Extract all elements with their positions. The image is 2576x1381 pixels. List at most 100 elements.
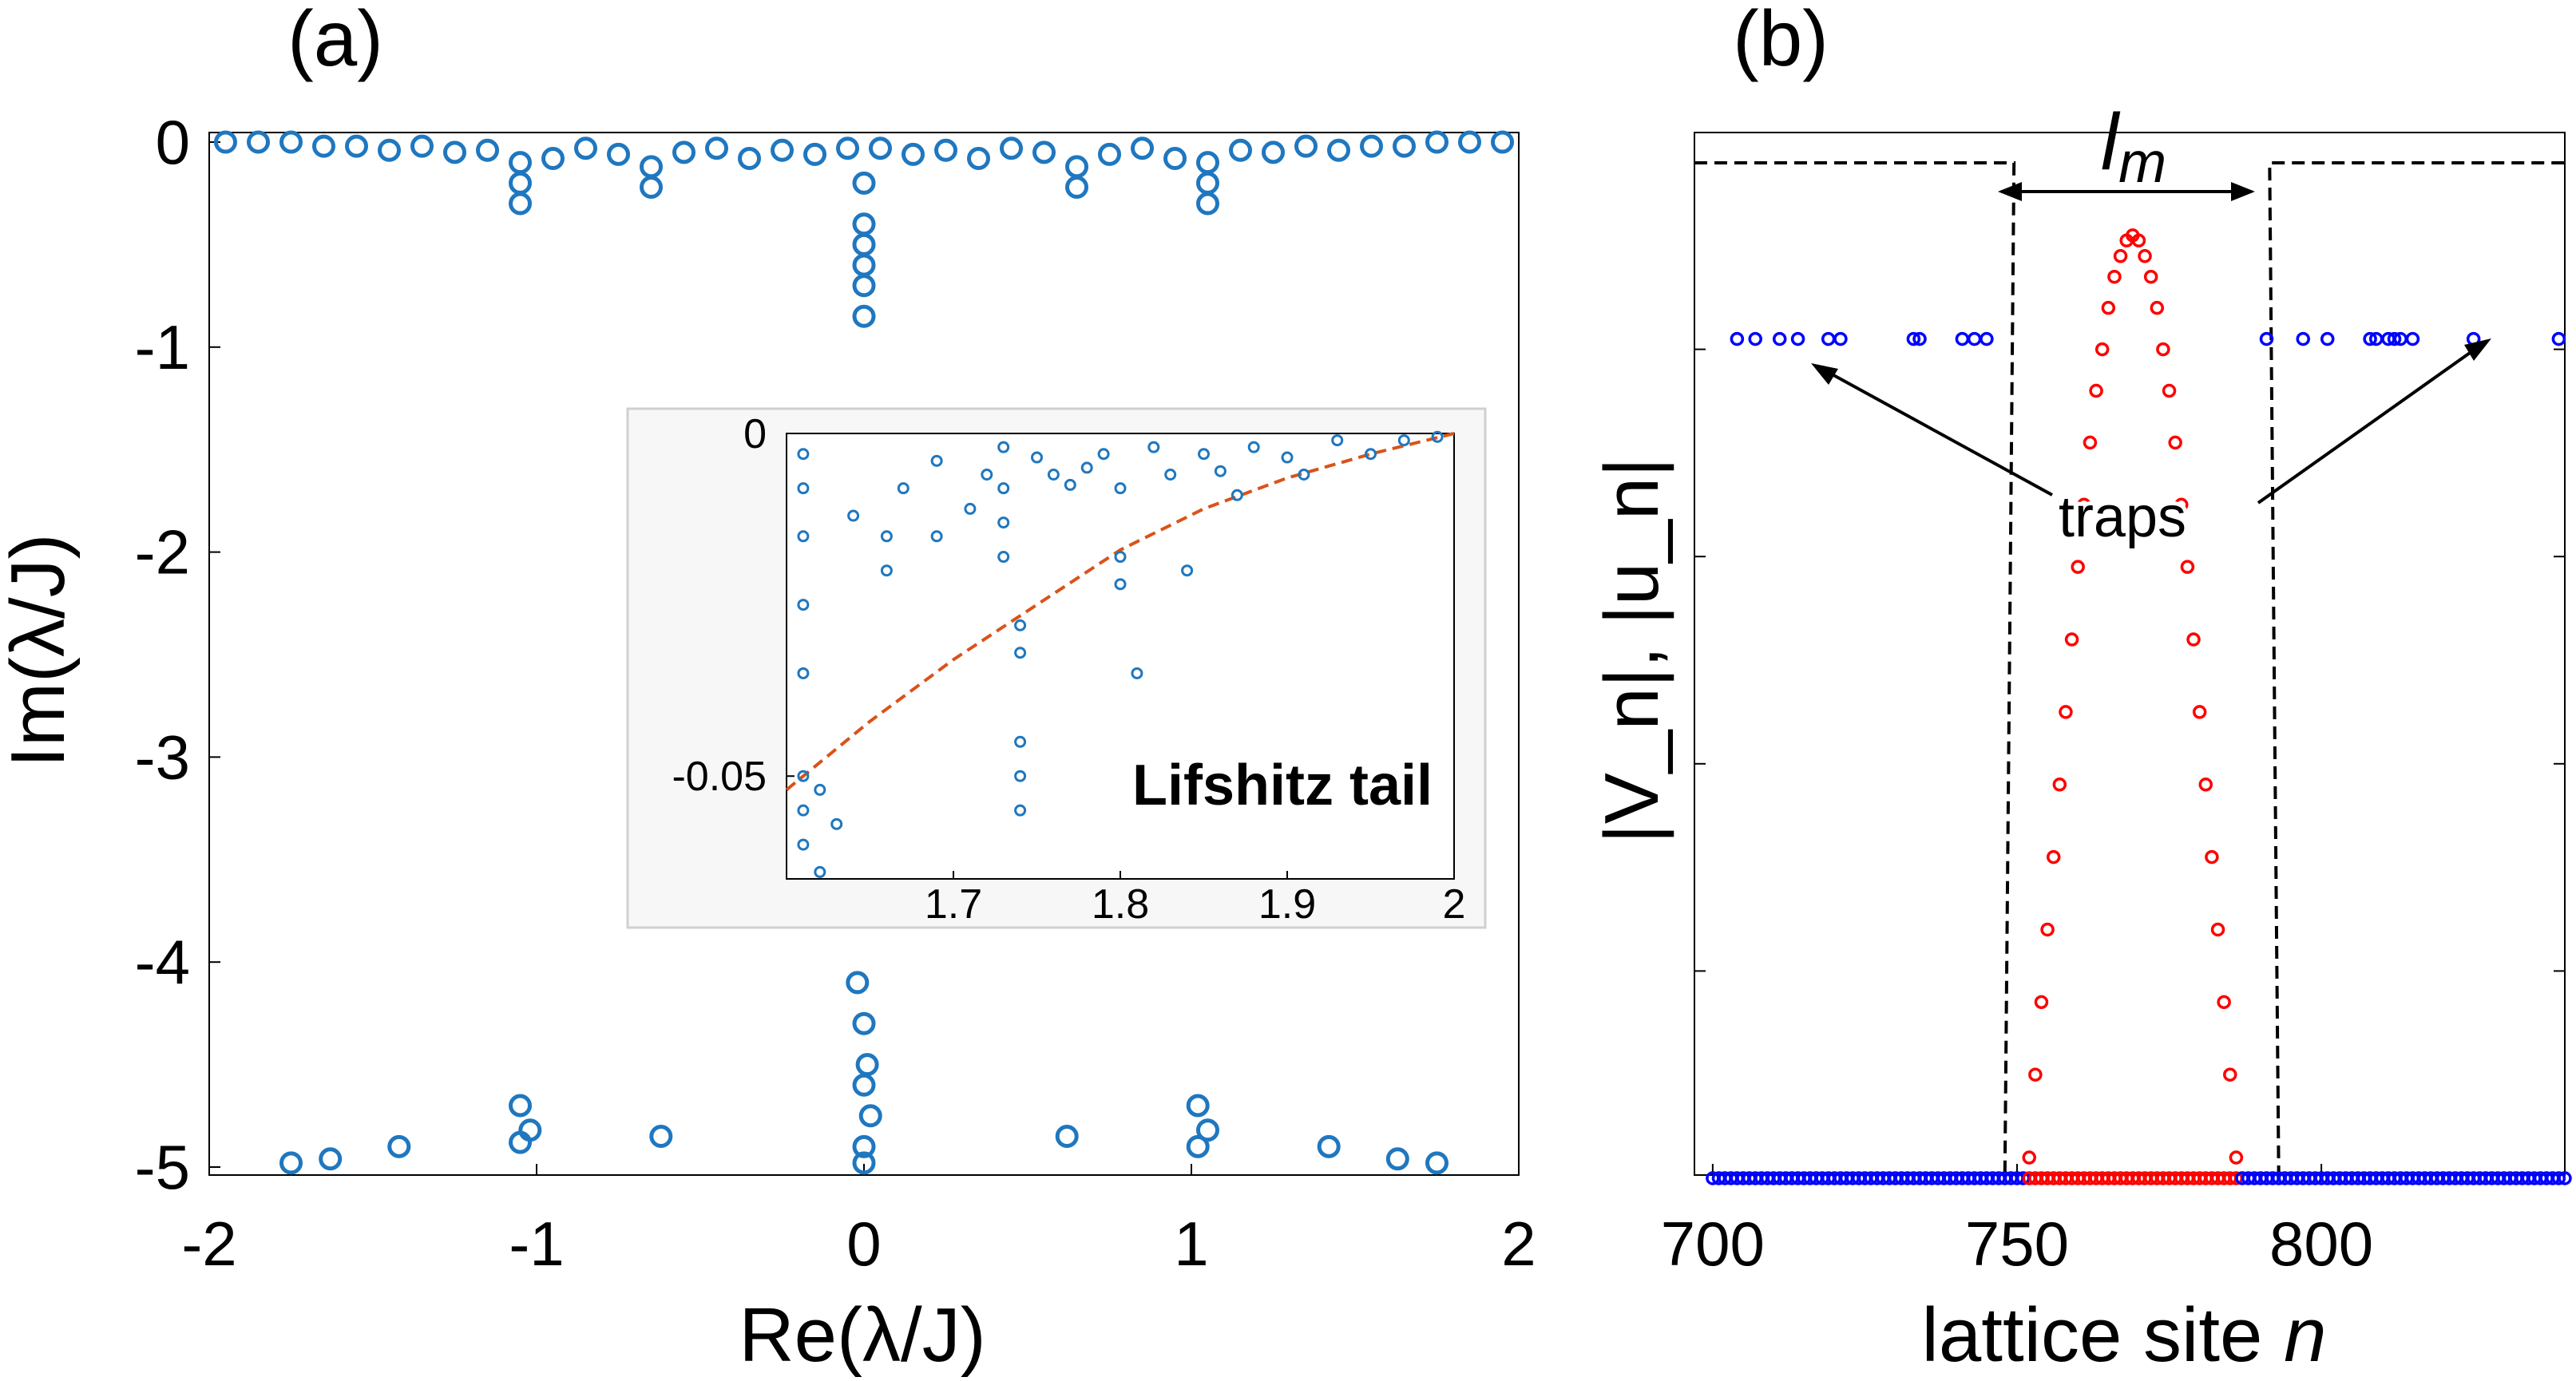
inset-point [1281,451,1294,464]
panel-b-point [1772,331,1787,346]
panel-a-label: (a) [287,0,383,82]
panel-a-point [1196,192,1219,216]
panel-b-potential [1694,160,2565,1179]
inset-point [880,564,893,577]
panel-b-point [2168,435,2182,450]
panel-b-point [2387,331,2402,346]
panel-b-point [1955,331,1970,346]
inset-point [1365,448,1377,461]
panel-b-xlabel: lattice site n [1922,1292,2327,1378]
inset-point [1298,469,1310,481]
panel-a-point [1163,147,1187,171]
panel-b-point [2296,331,2310,346]
panel-a-point [1032,140,1056,164]
panel-a-x-tick-label: -2 [181,1209,236,1279]
panel-b-point [2113,249,2128,263]
panel-b-point [2198,778,2213,792]
panel-a-point [279,1151,303,1175]
panel-a-point [640,155,663,179]
panel-b-point [1912,331,1927,346]
inset-point [1080,461,1093,474]
panel-a-point [1294,134,1318,158]
inset-point [797,838,810,851]
panel-a-point [934,138,957,162]
traps-label: traps [2059,485,2186,549]
panel-b-point [2143,269,2158,284]
lm-annotation: lm [1998,97,2255,201]
panel-a-point [1229,138,1252,162]
inset-point [847,509,860,522]
panel-a-point [852,171,876,195]
panel-a-point [1196,171,1219,195]
panel-a-point [247,130,270,154]
panel-a-point [1262,140,1285,164]
panel-b-point [2320,331,2335,346]
panel-a-point [852,274,876,298]
panel-a-point [852,232,876,256]
inset-point [830,817,843,830]
panel-a-y-tick-label: -5 [135,1132,190,1202]
panel-a-point [846,971,870,995]
traps-arrow-left [1818,366,2053,497]
panel-b-x-tick-label: 800 [2269,1209,2373,1279]
inset-point [1431,430,1444,443]
panel-b-label: (b) [1733,0,1829,82]
panel-a-point [640,175,663,199]
panel-b-point [2192,705,2207,719]
inset-point [1214,465,1227,477]
panel-b-point [1967,331,1982,346]
panel-b-baseline-point [2558,1171,2572,1185]
panel-a-point [1186,1094,1210,1118]
panel-b-point [2022,1150,2036,1165]
inset-x-tick-label: 1.9 [1258,881,1316,928]
panel-a-point [319,1147,343,1171]
panel-a-point [476,138,499,162]
inset-point [897,482,910,495]
inset-point [997,551,1010,564]
inset-annotation: Lifshitz tail [1132,754,1433,817]
panel-a-point [1425,1151,1449,1175]
traps-arrow-right-head [2464,338,2491,361]
inset-point [1047,469,1060,481]
panel-b-point [2186,632,2201,647]
panel-a-point [1327,138,1350,162]
panel-a-point [803,142,826,166]
inset-point [1014,804,1027,817]
panel-b-point [2034,995,2049,1010]
panel-a-point [902,142,925,166]
inset-point [997,516,1010,529]
panel-a-y-tick-label: -2 [135,517,190,588]
panel-a-ylabel: Im(λ/J) [0,533,81,767]
panel-a-point [705,137,728,160]
panel-b-point [2046,849,2061,865]
panel-b-point [2405,331,2420,346]
panel-b-point [2138,249,2152,263]
panel-a-point [1065,155,1088,179]
traps-arrow-left-head [1811,363,1838,385]
inset-fit-curve [785,432,1455,791]
panel-a-y-tick-label: -4 [135,927,190,997]
inset-point [1131,667,1143,679]
inset-y-ticks: 0 -0.05 [672,411,795,800]
panel-a-points [214,130,1514,1175]
inset-point [797,530,810,543]
panel-a-point [771,138,794,162]
inset-x-tick-label: 1.7 [925,881,982,928]
panel-a-point [541,147,565,171]
inset-point [1397,434,1410,447]
panel-b-point [2083,435,2098,450]
panel-a-point [509,192,532,216]
panel-b-point [2052,778,2067,792]
panel-a-point [852,212,876,236]
panel-b-point [2131,233,2146,248]
panel-a-point [345,134,368,158]
panel-a-point [1491,130,1514,154]
panel-b-x-tick-label: 700 [1661,1209,1765,1279]
panel-a-point [852,253,876,277]
panel-a-point [387,1134,411,1158]
inset-point [1181,564,1194,577]
panel-a-point [738,147,761,171]
panel-b-point [1980,331,1994,346]
panel-a-point [1065,175,1088,199]
panel-a-point [279,130,303,154]
